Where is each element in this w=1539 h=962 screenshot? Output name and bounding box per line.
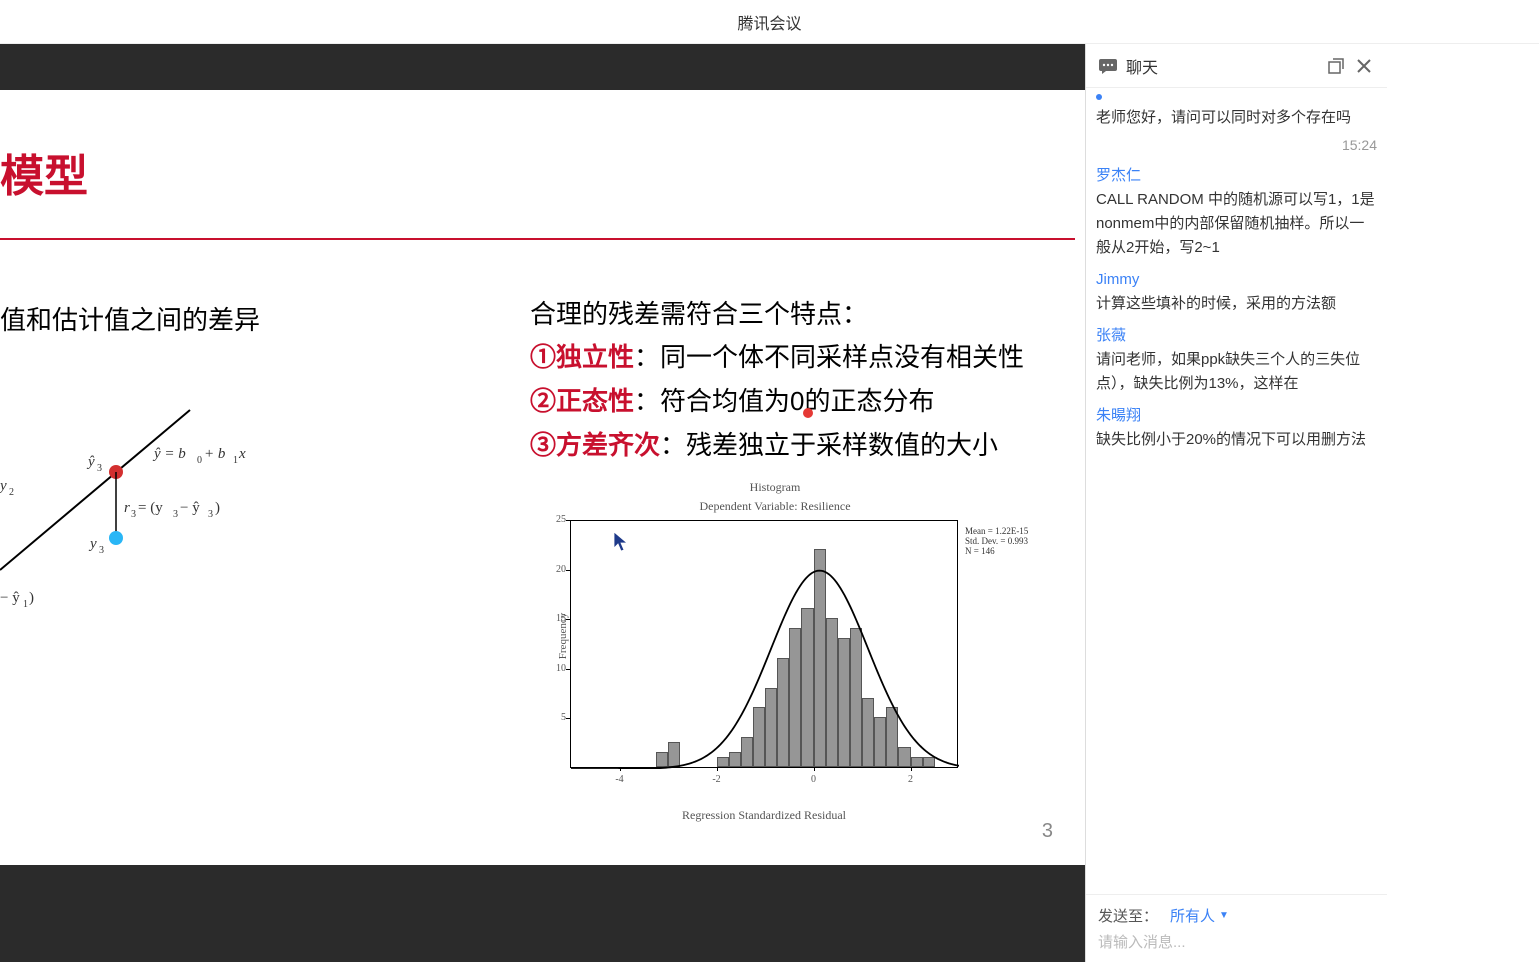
chat-header: 聊天	[1086, 44, 1387, 88]
laser-pointer-dot	[803, 408, 813, 418]
xtick-label: 2	[908, 774, 913, 785]
message-sender: 张薇	[1096, 324, 1377, 348]
message-time: 15:24	[1096, 134, 1377, 156]
page-number: 3	[1042, 820, 1053, 843]
chat-footer: 发送至： 所有人 ▼	[1086, 894, 1387, 962]
message-text: CALL RANDOM 中的随机源可以写1，1是nonmem中的内部保留随机抽样…	[1096, 188, 1377, 260]
property-1: ①独立性：同一个体不同采样点没有相关性	[530, 337, 1024, 374]
svg-text:3: 3	[131, 509, 136, 520]
histogram-box: -4-202 Mean = 1.22E-15 Std. Dev. = 0.993…	[570, 520, 1000, 780]
ytick-label: 5	[550, 712, 566, 723]
message-text: 缺失比例小于20%的情况下可以用删方法	[1096, 428, 1377, 452]
svg-text:1: 1	[23, 599, 28, 610]
svg-text:x: x	[238, 446, 246, 462]
property-2: ②正态性：符合均值为0的正态分布	[530, 381, 935, 418]
residual-heading: 合理的残差需符合三个特点：	[530, 294, 868, 331]
histogram-xlabel: Regression Standardized Residual	[570, 808, 958, 823]
message-text: 请问老师，如果ppk缺失三个人的三失位点），缺失比例为13%，这样在	[1096, 348, 1377, 396]
right-blank-area	[1387, 44, 1539, 962]
slide-title: 模型	[0, 140, 88, 204]
popout-button[interactable]	[1325, 55, 1347, 77]
presentation-area: 模型 值和估计值之间的差异 ŷ = b 0 + b 1 x ŷ 3 r	[0, 44, 1085, 962]
svg-text:): )	[29, 590, 34, 606]
svg-text:ŷ: ŷ	[86, 454, 95, 470]
window-titlebar: 腾讯会议	[0, 0, 1539, 44]
svg-text:+ b: + b	[204, 446, 226, 462]
histogram-subtitle: Dependent Variable: Resilience	[530, 499, 1020, 514]
histogram-stats: Mean = 1.22E-15 Std. Dev. = 0.993 N = 14…	[965, 526, 1028, 556]
property-3: ③方差齐次：残差独立于采样数值的大小	[530, 425, 998, 462]
send-to-label: 发送至：	[1098, 905, 1158, 926]
svg-text:3: 3	[97, 463, 102, 474]
svg-text:− ŷ: − ŷ	[180, 500, 200, 516]
chat-panel: 聊天 老师您好，请问可以同时对多个存在吗 15:24 罗杰仁CALL RANDOM …	[1085, 44, 1387, 962]
svg-text:r: r	[124, 500, 130, 516]
message-text: 计算这些填补的时候，采用的方法额	[1096, 292, 1377, 316]
slide-left-text: 值和估计值之间的差异	[0, 300, 260, 337]
regression-diagram: ŷ = b 0 + b 1 x ŷ 3 r 3 = (y 3 − ŷ 3 ) y…	[0, 390, 270, 620]
ytick-label: 15	[550, 613, 566, 624]
svg-text:2: 2	[9, 487, 14, 498]
svg-text:y: y	[0, 478, 7, 494]
slide-top-bar	[0, 44, 1085, 90]
chat-icon	[1098, 58, 1118, 74]
app-title: 腾讯会议	[737, 10, 801, 34]
svg-text:): )	[215, 500, 220, 516]
svg-text:= (y: = (y	[138, 500, 163, 516]
slide-bottom-bar	[0, 865, 1085, 962]
chat-title: 聊天	[1126, 54, 1319, 78]
ytick-label: 25	[550, 514, 566, 525]
svg-text:− ŷ: − ŷ	[0, 590, 20, 606]
svg-text:y: y	[88, 536, 97, 552]
svg-text:ŷ = b: ŷ = b	[152, 446, 186, 462]
message-sender: 朱暘翔	[1096, 404, 1377, 428]
xtick-label: 0	[811, 774, 816, 785]
main-area: 模型 值和估计值之间的差异 ŷ = b 0 + b 1 x ŷ 3 r	[0, 44, 1539, 962]
histogram: Histogram Dependent Variable: Resilience…	[530, 480, 1020, 823]
chat-messages[interactable]: 老师您好，请问可以同时对多个存在吗 15:24 罗杰仁CALL RANDOM 中的随…	[1086, 88, 1387, 894]
message-sender: 罗杰仁	[1096, 164, 1377, 188]
xtick-label: -4	[615, 774, 623, 785]
svg-text:1: 1	[233, 455, 238, 466]
caret-down-icon: ▼	[1219, 910, 1229, 921]
cursor-icon	[612, 530, 630, 560]
xtick-label: -2	[712, 774, 720, 785]
message-sender: Jimmy	[1096, 268, 1377, 292]
svg-text:0: 0	[197, 455, 202, 466]
close-button[interactable]	[1353, 55, 1375, 77]
histogram-title: Histogram	[530, 480, 1020, 495]
svg-text:3: 3	[99, 545, 104, 556]
slide: 模型 值和估计值之间的差异 ŷ = b 0 + b 1 x ŷ 3 r	[0, 90, 1085, 865]
svg-text:3: 3	[208, 509, 213, 520]
message-text: 老师您好，请问可以同时对多个存在吗	[1096, 106, 1377, 130]
send-to-selector[interactable]: 所有人 ▼	[1170, 905, 1229, 926]
ytick-label: 10	[550, 663, 566, 674]
chat-input[interactable]	[1098, 934, 1375, 951]
unread-indicator	[1096, 94, 1102, 100]
ytick-label: 20	[550, 564, 566, 575]
slide-title-underline	[0, 238, 1075, 240]
send-to-row: 发送至： 所有人 ▼	[1098, 905, 1375, 926]
svg-text:3: 3	[173, 509, 178, 520]
